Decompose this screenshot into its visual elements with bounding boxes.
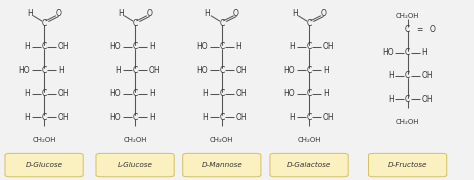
Text: CH₂OH: CH₂OH	[210, 136, 234, 143]
Text: HO: HO	[283, 89, 295, 98]
Text: H: H	[323, 66, 328, 75]
Text: H: H	[149, 42, 155, 51]
Text: O: O	[320, 9, 326, 18]
Text: C: C	[306, 19, 312, 28]
FancyBboxPatch shape	[368, 153, 447, 177]
Text: H: H	[149, 89, 155, 98]
Text: C: C	[306, 112, 312, 122]
Text: H: H	[202, 112, 208, 122]
Text: D-Glucose: D-Glucose	[26, 162, 63, 168]
Text: C: C	[41, 66, 47, 75]
Text: CH₂OH: CH₂OH	[32, 136, 56, 143]
Text: C: C	[41, 89, 47, 98]
Text: H: H	[290, 42, 295, 51]
Text: D-Mannose: D-Mannose	[201, 162, 242, 168]
Text: H: H	[388, 95, 394, 104]
Text: D-Fructose: D-Fructose	[388, 162, 428, 168]
Text: L-Glucose: L-Glucose	[118, 162, 153, 168]
Text: C: C	[41, 112, 47, 122]
Text: OH: OH	[58, 42, 70, 51]
Text: O: O	[233, 9, 239, 18]
Text: H: H	[118, 9, 124, 18]
Text: H: H	[27, 9, 33, 18]
Text: OH: OH	[58, 112, 70, 122]
Text: C: C	[41, 42, 47, 51]
Text: H: H	[205, 9, 210, 18]
Text: H: H	[323, 89, 328, 98]
Text: =: =	[416, 25, 423, 34]
Text: C: C	[41, 19, 47, 28]
Text: HO: HO	[196, 66, 208, 75]
FancyBboxPatch shape	[182, 153, 261, 177]
Text: C: C	[132, 19, 138, 28]
Text: C: C	[219, 19, 225, 28]
Text: H: H	[58, 66, 64, 75]
Text: CH₂OH: CH₂OH	[297, 136, 321, 143]
Text: O: O	[429, 25, 435, 34]
Text: HO: HO	[196, 42, 208, 51]
Text: O: O	[55, 9, 61, 18]
Text: OH: OH	[149, 66, 161, 75]
Text: C: C	[219, 42, 225, 51]
Text: H: H	[421, 48, 427, 57]
Text: HO: HO	[109, 42, 121, 51]
Text: D-Galactose: D-Galactose	[287, 162, 331, 168]
Text: H: H	[202, 89, 208, 98]
Text: H: H	[149, 112, 155, 122]
Text: C: C	[405, 48, 410, 57]
Text: H: H	[290, 112, 295, 122]
Text: CH₂OH: CH₂OH	[396, 119, 419, 125]
Text: C: C	[219, 89, 225, 98]
Text: OH: OH	[58, 89, 70, 98]
Text: C: C	[405, 25, 410, 34]
FancyBboxPatch shape	[5, 153, 83, 177]
Text: OH: OH	[236, 66, 247, 75]
Text: CH₂OH: CH₂OH	[123, 136, 147, 143]
Text: C: C	[405, 71, 410, 80]
FancyBboxPatch shape	[96, 153, 174, 177]
Text: HO: HO	[109, 112, 121, 122]
Text: HO: HO	[283, 66, 295, 75]
Text: C: C	[306, 66, 312, 75]
Text: H: H	[25, 112, 30, 122]
Text: HO: HO	[18, 66, 30, 75]
Text: C: C	[306, 89, 312, 98]
Text: O: O	[146, 9, 152, 18]
Text: OH: OH	[323, 42, 335, 51]
Text: H: H	[116, 66, 121, 75]
Text: H: H	[25, 42, 30, 51]
Text: C: C	[219, 112, 225, 122]
Text: OH: OH	[236, 112, 247, 122]
Text: C: C	[405, 95, 410, 104]
Text: H: H	[292, 9, 298, 18]
Text: CH₂OH: CH₂OH	[396, 13, 419, 19]
Text: HO: HO	[109, 89, 121, 98]
Text: H: H	[25, 89, 30, 98]
Text: C: C	[219, 66, 225, 75]
Text: C: C	[132, 42, 138, 51]
Text: H: H	[388, 71, 394, 80]
Text: C: C	[306, 42, 312, 51]
FancyBboxPatch shape	[270, 153, 348, 177]
Text: HO: HO	[382, 48, 394, 57]
Text: C: C	[132, 89, 138, 98]
Text: H: H	[236, 42, 241, 51]
Text: C: C	[132, 112, 138, 122]
Text: OH: OH	[236, 89, 247, 98]
Text: OH: OH	[323, 112, 335, 122]
Text: OH: OH	[421, 95, 433, 104]
Text: OH: OH	[421, 71, 433, 80]
Text: C: C	[132, 66, 138, 75]
